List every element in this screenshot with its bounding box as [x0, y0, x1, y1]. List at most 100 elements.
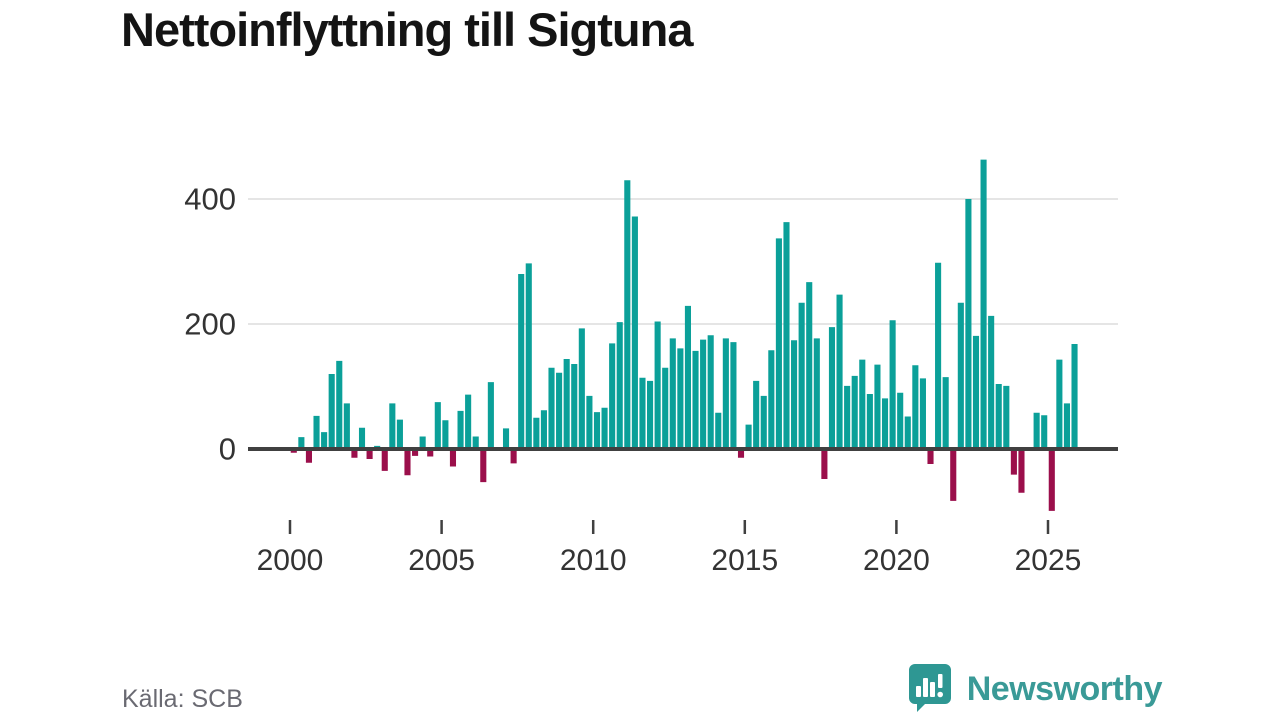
bar-positive: [601, 407, 608, 449]
bar-negative: [1048, 449, 1055, 511]
newsworthy-wordmark: Newsworthy: [966, 670, 1163, 708]
bar-positive: [715, 412, 722, 449]
y-axis-label: 200: [184, 307, 236, 342]
bar-positive: [556, 372, 563, 449]
bar-negative: [381, 449, 388, 471]
bar-positive: [593, 412, 601, 450]
bar-negative: [927, 449, 934, 464]
bar-positive: [972, 335, 980, 450]
bar-positive: [465, 394, 472, 450]
bar-positive: [745, 424, 752, 450]
bar-positive: [540, 410, 547, 449]
bar-positive: [897, 392, 904, 449]
bar-positive: [912, 365, 919, 449]
bar-positive: [624, 180, 631, 449]
bar-positive: [889, 320, 896, 449]
bar-positive: [563, 359, 570, 449]
bar-negative: [1018, 449, 1025, 493]
bar-positive: [525, 263, 532, 450]
bar-positive: [851, 375, 858, 450]
bar-negative: [404, 449, 411, 476]
bar-negative: [737, 449, 745, 458]
bar-positive: [1041, 415, 1048, 449]
bar-positive: [783, 222, 790, 450]
x-axis-label: 2000: [257, 544, 324, 577]
bar-positive: [662, 367, 669, 449]
bar-positive: [609, 343, 616, 450]
bar-negative: [1010, 449, 1017, 475]
bar-positive: [874, 364, 881, 450]
bar-positive: [760, 395, 767, 450]
bar-positive: [1063, 403, 1070, 450]
bar-positive: [722, 338, 729, 450]
bar-positive: [798, 302, 805, 449]
bar-positive: [775, 238, 782, 450]
bar-positive: [639, 377, 646, 449]
bar-positive: [904, 416, 911, 449]
bar-positive: [1003, 385, 1010, 450]
bar-positive: [700, 339, 707, 450]
bar-positive: [631, 216, 638, 449]
bar-negative: [412, 449, 419, 456]
bar-positive: [533, 417, 540, 449]
bar-positive: [881, 398, 889, 450]
bar-negative: [821, 449, 828, 479]
logo-bars-icon: [915, 674, 943, 698]
bar-positive: [866, 394, 873, 449]
bar-positive: [457, 410, 464, 450]
bar-positive: [919, 378, 926, 450]
bar-positive: [487, 382, 494, 450]
bar-positive: [791, 340, 798, 449]
bar-negative: [510, 449, 517, 464]
bar-positive: [434, 402, 441, 450]
bar-positive: [1056, 359, 1063, 450]
source-caption: Källa: SCB: [122, 685, 243, 713]
bar-positive: [957, 302, 964, 449]
x-axis-label: 2005: [408, 544, 475, 577]
bar-positive: [419, 436, 426, 449]
bar-positive: [753, 380, 760, 450]
bar-positive: [571, 364, 578, 449]
bar-negative: [449, 449, 457, 467]
x-axis-label: 2010: [560, 544, 627, 577]
bar-positive: [321, 432, 328, 450]
bar-positive: [472, 436, 479, 449]
bar-positive: [980, 159, 987, 450]
chart-title: Nettoinflyttning till Sigtuna: [121, 3, 693, 56]
bar-negative: [480, 449, 487, 483]
bar-positive: [647, 380, 654, 450]
x-axis-label: 2020: [863, 544, 930, 577]
bar-positive: [806, 282, 813, 450]
bar-positive: [730, 342, 737, 450]
x-axis-label: 2015: [711, 544, 778, 577]
bar-positive: [578, 328, 585, 450]
bar-negative: [305, 449, 312, 463]
bar-positive: [677, 348, 684, 450]
bar-positive: [988, 315, 995, 450]
bar-positive: [502, 428, 510, 450]
bar-positive: [692, 350, 699, 450]
bar-positive: [813, 338, 820, 450]
migration-bar-chart: 0 200 400 2000 2005 2010 2015 2020 2025: [184, 159, 1118, 577]
bar-positive: [995, 384, 1002, 449]
bar-positive: [328, 374, 335, 449]
bar-positive: [828, 327, 836, 450]
bar-positive: [859, 359, 866, 450]
bar-positive: [518, 274, 525, 449]
bar-positive: [836, 294, 843, 450]
bar-positive: [1071, 344, 1078, 449]
bar-positive: [965, 199, 972, 449]
y-axis-label: 400: [184, 182, 236, 217]
newsworthy-branding: Newsworthy: [907, 662, 1163, 717]
bar-positive: [935, 262, 942, 449]
newsworthy-logo-icon: [907, 662, 953, 717]
bar-positive: [942, 377, 949, 450]
bar-positive: [389, 403, 396, 450]
x-axis-label: 2025: [1015, 544, 1082, 577]
chart-area: 0 200 400 2000 2005 2010 2015 2020 2025: [184, 159, 1118, 577]
bar-positive: [586, 395, 593, 450]
bar-positive: [358, 427, 366, 449]
bar-positive: [768, 350, 775, 449]
bar-positive: [442, 420, 449, 449]
